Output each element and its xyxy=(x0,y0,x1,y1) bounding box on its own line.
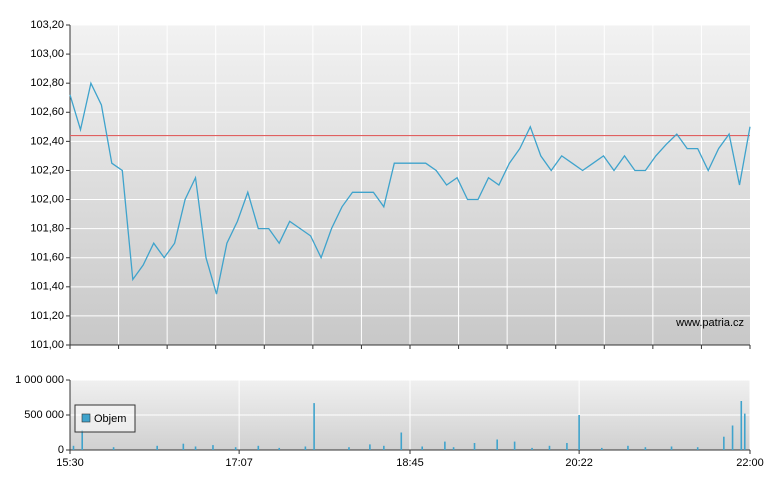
y-tick-label: 1 000 000 xyxy=(15,374,64,386)
volume-bar xyxy=(348,447,350,450)
volume-bar xyxy=(234,447,237,450)
volume-bar xyxy=(81,430,84,450)
y-tick-label: 102,20 xyxy=(30,164,64,176)
volume-bar xyxy=(473,443,476,450)
volume-bar xyxy=(112,447,115,450)
volume-bar xyxy=(723,436,725,450)
volume-bar xyxy=(740,401,743,450)
volume-bar xyxy=(548,445,551,450)
volume-bar xyxy=(444,441,446,450)
volume-bar xyxy=(731,425,734,450)
volume-bar xyxy=(452,447,455,450)
volume-bar xyxy=(383,445,385,450)
x-tick-label: 15:30 xyxy=(56,457,84,469)
volume-bar xyxy=(257,445,260,450)
volume-bar xyxy=(278,447,281,450)
volume-bar xyxy=(212,445,214,450)
volume-bar xyxy=(182,443,185,450)
volume-bar xyxy=(531,447,533,450)
volume-bar xyxy=(72,445,75,450)
volume-bar xyxy=(194,446,197,450)
y-tick-label: 0 xyxy=(58,444,64,456)
y-tick-label: 102,80 xyxy=(30,77,64,89)
y-tick-label: 102,00 xyxy=(30,193,64,205)
volume-bar xyxy=(369,444,371,450)
y-tick-label: 101,40 xyxy=(30,281,64,293)
volume-bar xyxy=(578,415,580,450)
y-tick-label: 102,60 xyxy=(30,106,64,118)
volume-bar xyxy=(400,432,403,450)
volume-bar xyxy=(496,439,498,450)
y-tick-label: 101,60 xyxy=(30,252,64,264)
x-tick-label: 18:45 xyxy=(396,457,424,469)
y-tick-label: 101,00 xyxy=(30,339,64,351)
volume-bar xyxy=(513,441,516,450)
volume-bar xyxy=(696,447,699,450)
volume-bar xyxy=(156,445,158,450)
y-tick-label: 103,20 xyxy=(30,19,64,31)
legend-label: Objem xyxy=(94,413,126,425)
x-tick-label: 20:22 xyxy=(565,457,593,469)
y-tick-label: 500 000 xyxy=(24,409,64,421)
volume-bar xyxy=(421,446,424,450)
volume-bar xyxy=(670,446,673,450)
y-tick-label: 101,80 xyxy=(30,223,64,235)
volume-bar xyxy=(600,447,603,450)
volume-bar xyxy=(627,445,629,450)
volume-bar xyxy=(743,413,746,450)
legend-box xyxy=(74,404,136,433)
y-tick-label: 101,20 xyxy=(30,310,64,322)
volume-bar xyxy=(566,443,568,450)
y-tick-label: 102,40 xyxy=(30,135,64,147)
legend-swatch xyxy=(81,413,91,423)
price-line xyxy=(69,81,751,295)
y-tick-label: 103,00 xyxy=(30,48,64,60)
volume-bar xyxy=(304,446,307,450)
x-tick-label: 17:07 xyxy=(225,457,253,469)
watermark: www.patria.cz xyxy=(675,317,744,329)
volume-bar xyxy=(644,447,647,450)
x-tick-label: 22:00 xyxy=(736,457,764,469)
volume-bar xyxy=(313,403,315,450)
